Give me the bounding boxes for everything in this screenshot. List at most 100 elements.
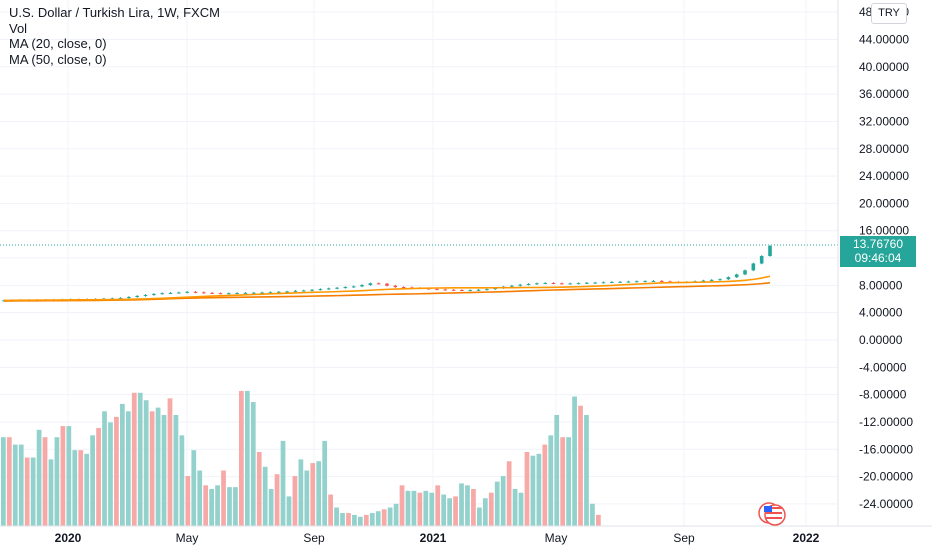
volume-bar bbox=[203, 485, 209, 526]
volume-bar bbox=[125, 411, 131, 526]
volume-bar bbox=[268, 489, 274, 526]
candle bbox=[235, 293, 239, 295]
volume-bar bbox=[84, 453, 90, 526]
volume-bar bbox=[524, 452, 530, 526]
candle bbox=[285, 291, 289, 293]
volume-bar bbox=[304, 470, 310, 526]
volume-bar bbox=[60, 426, 66, 526]
chart-legend: U.S. Dollar / Turkish Lira, 1W, FXCM Vol… bbox=[9, 5, 220, 67]
volume-bar bbox=[292, 476, 298, 526]
volume-bar bbox=[256, 452, 262, 526]
candle bbox=[335, 287, 339, 289]
price-tick-label: -12.00000 bbox=[859, 415, 913, 429]
volume-bar bbox=[209, 489, 214, 526]
price-tick-label: 8.00000 bbox=[859, 278, 903, 292]
candle bbox=[526, 283, 531, 285]
price-scale[interactable]: 48.0000044.0000040.0000036.0000032.00000… bbox=[859, 5, 913, 511]
volume-bar bbox=[90, 435, 95, 526]
volume-bar bbox=[411, 490, 417, 526]
candle bbox=[401, 287, 406, 289]
volume-bar bbox=[185, 476, 191, 526]
candle bbox=[768, 245, 772, 256]
us-flag-icon[interactable] bbox=[758, 502, 786, 526]
candle bbox=[659, 280, 664, 282]
candle bbox=[651, 280, 656, 282]
volume-bar bbox=[262, 466, 268, 526]
currency-badge[interactable]: TRY bbox=[871, 3, 907, 24]
candle bbox=[293, 290, 298, 292]
candle bbox=[568, 283, 572, 285]
candle bbox=[709, 279, 714, 281]
candle bbox=[718, 279, 722, 281]
volume-bar bbox=[560, 437, 566, 526]
price-tick-label: 24.00000 bbox=[859, 169, 909, 183]
candle bbox=[585, 282, 589, 284]
candle bbox=[210, 292, 214, 294]
time-tick-label: 2021 bbox=[420, 531, 447, 545]
legend-ma50[interactable]: MA (50, close, 0) bbox=[9, 51, 107, 67]
candle bbox=[535, 283, 539, 285]
volume-bar bbox=[72, 450, 78, 526]
volume-bar bbox=[572, 396, 577, 526]
volume-bar bbox=[233, 487, 238, 526]
volume-bar bbox=[429, 492, 435, 526]
volume-bar bbox=[423, 490, 429, 526]
volume-bar bbox=[102, 411, 107, 526]
volume-bar bbox=[441, 494, 447, 526]
candle bbox=[185, 291, 189, 293]
volume-bar bbox=[596, 514, 601, 526]
symbol-title[interactable]: U.S. Dollar / Turkish Lira, 1W, FXCM bbox=[9, 5, 220, 20]
volume-bar bbox=[363, 514, 369, 526]
time-scale[interactable]: 2020 May Sep 2021 May Sep 2022 bbox=[55, 531, 820, 545]
candle bbox=[751, 263, 756, 271]
candle bbox=[318, 289, 323, 291]
price-tick-label: -8.00000 bbox=[859, 388, 907, 402]
time-tick-label: May bbox=[545, 531, 568, 545]
legend-ma20[interactable]: MA (20, close, 0) bbox=[9, 36, 107, 51]
volume-bars bbox=[1, 390, 601, 526]
candle bbox=[634, 281, 639, 283]
legend-volume[interactable]: Vol bbox=[9, 20, 28, 36]
candle bbox=[435, 288, 439, 290]
candle bbox=[543, 282, 547, 284]
volume-bar bbox=[149, 411, 155, 526]
volume-bar bbox=[215, 485, 220, 526]
candle bbox=[476, 289, 481, 291]
candle bbox=[701, 280, 706, 282]
volume-bar bbox=[417, 492, 423, 526]
candle bbox=[643, 281, 647, 283]
candle bbox=[451, 289, 456, 291]
candle bbox=[243, 292, 248, 294]
price-tick-label: 28.00000 bbox=[859, 142, 909, 156]
candle bbox=[385, 283, 389, 286]
price-tick-label: 4.00000 bbox=[859, 306, 903, 320]
candle bbox=[468, 290, 473, 292]
candle bbox=[160, 293, 164, 295]
candle bbox=[626, 281, 631, 283]
price-tick-label: 32.00000 bbox=[859, 114, 909, 128]
candle bbox=[127, 296, 131, 298]
volume-bar bbox=[459, 483, 464, 526]
volume-bar bbox=[453, 496, 458, 526]
candle bbox=[610, 281, 614, 283]
volume-bar bbox=[548, 435, 554, 526]
volume-bar bbox=[167, 398, 173, 526]
volume-bar bbox=[6, 437, 12, 526]
volume-bar bbox=[179, 435, 185, 526]
volume-bar bbox=[542, 444, 548, 526]
candle bbox=[518, 284, 523, 286]
candle bbox=[576, 283, 581, 285]
price-tick-label: 0.00000 bbox=[859, 333, 903, 347]
volume-bar bbox=[346, 513, 351, 526]
candle bbox=[260, 292, 264, 294]
price-tick-label: -20.00000 bbox=[859, 470, 913, 484]
candle bbox=[310, 289, 314, 291]
volume-bar bbox=[506, 461, 512, 526]
volume-bar bbox=[584, 415, 589, 526]
candle bbox=[443, 289, 448, 291]
candle bbox=[743, 270, 747, 275]
volume-bar bbox=[114, 416, 119, 526]
time-tick-label: 2020 bbox=[55, 531, 82, 545]
candle bbox=[618, 281, 622, 283]
